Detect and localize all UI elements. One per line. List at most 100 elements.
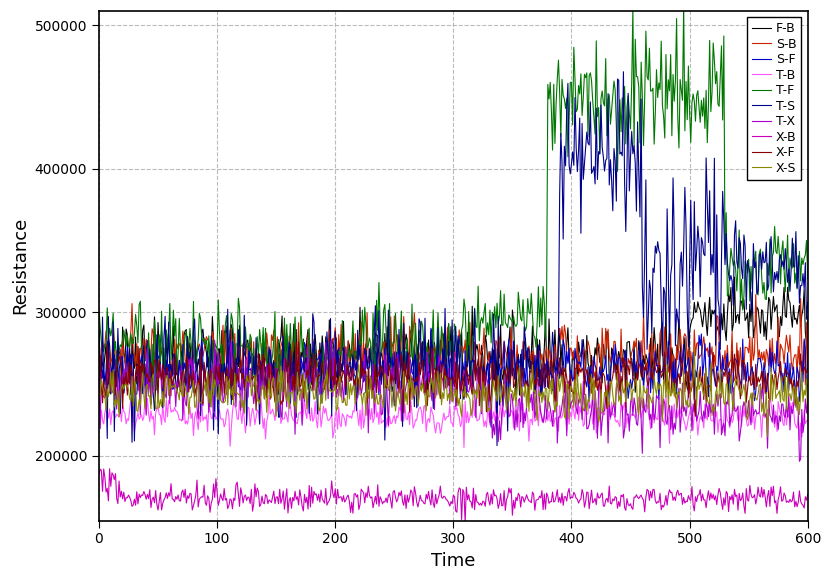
T-B (328, 435, 338, 442)
F-B (730, 274, 740, 281)
S-B (758, 357, 768, 364)
S-B (659, 353, 669, 360)
X-B (140, 491, 150, 498)
X-F (660, 349, 670, 356)
T-X (94, 374, 104, 381)
T-B (758, 411, 768, 418)
Line: S-B: S-B (99, 295, 808, 398)
X-B (227, 505, 237, 512)
T-X (327, 336, 337, 343)
T-F (141, 397, 151, 404)
T-F (227, 316, 237, 323)
X-S (328, 387, 338, 394)
T-B (783, 411, 793, 418)
Line: T-X: T-X (99, 340, 808, 461)
T-B (94, 401, 104, 408)
Line: T-F: T-F (99, 6, 808, 401)
T-F (803, 275, 813, 282)
T-S (661, 322, 671, 329)
X-F (758, 385, 768, 392)
T-F (783, 232, 793, 239)
T-F (139, 372, 149, 379)
S-B (750, 291, 760, 298)
S-F (426, 325, 436, 332)
S-F (803, 382, 813, 389)
X-S (139, 392, 149, 399)
X-S (803, 411, 813, 418)
F-B (139, 322, 149, 329)
T-S (94, 390, 104, 397)
T-S (783, 279, 793, 286)
Line: X-F: X-F (99, 342, 808, 416)
T-X (795, 458, 805, 465)
T-X (139, 371, 149, 378)
Line: S-F: S-F (99, 328, 808, 417)
Legend: F-B, S-B, S-F, T-B, T-F, T-S, T-X, X-B, X-F, X-S: F-B, S-B, S-F, T-B, T-F, T-S, T-X, X-B, … (747, 17, 801, 180)
S-F (210, 413, 220, 420)
T-F (679, 2, 689, 9)
S-F (758, 377, 768, 384)
T-X (756, 396, 766, 403)
X-F (294, 338, 304, 345)
X-S (690, 346, 700, 353)
Line: X-S: X-S (99, 349, 808, 436)
T-B (803, 417, 813, 424)
S-F (783, 349, 793, 356)
T-X (803, 396, 813, 403)
F-B (226, 321, 236, 328)
X-S (783, 372, 793, 379)
T-S (492, 442, 502, 449)
S-F (329, 380, 339, 387)
X-B (460, 519, 470, 526)
S-F (139, 364, 149, 371)
F-B (94, 323, 104, 330)
S-F (661, 377, 671, 384)
X-F (94, 374, 104, 381)
T-B (459, 444, 469, 451)
T-F (758, 290, 768, 297)
X-F (139, 360, 149, 367)
X-S (763, 433, 773, 440)
T-S (226, 401, 236, 408)
Line: T-B: T-B (99, 385, 808, 447)
T-X (781, 401, 791, 408)
S-B (328, 335, 338, 342)
F-B (423, 392, 433, 399)
T-S (139, 342, 149, 349)
T-X (226, 338, 236, 345)
T-F (94, 305, 104, 312)
Y-axis label: Resistance: Resistance (11, 217, 29, 314)
S-B (94, 352, 104, 358)
X-B (94, 472, 104, 479)
X-B (803, 491, 813, 498)
Line: X-B: X-B (99, 469, 808, 523)
T-S (328, 349, 338, 356)
T-S (758, 248, 768, 255)
T-B (602, 382, 612, 389)
T-F (660, 135, 670, 142)
S-B (783, 341, 793, 348)
X-F (329, 384, 339, 391)
X-axis label: Time: Time (431, 552, 476, 570)
X-B (758, 494, 768, 501)
F-B (783, 284, 793, 291)
S-B (139, 335, 149, 342)
X-B (783, 498, 793, 505)
S-B (226, 325, 236, 332)
X-B (329, 494, 339, 501)
T-B (226, 425, 236, 432)
X-S (756, 408, 766, 415)
T-B (661, 392, 671, 399)
F-B (328, 336, 338, 343)
X-S (659, 376, 669, 383)
X-F (226, 364, 236, 371)
T-X (660, 400, 670, 407)
S-B (803, 364, 813, 371)
X-B (105, 465, 115, 472)
X-S (226, 391, 236, 398)
S-B (671, 394, 681, 401)
X-S (94, 389, 104, 396)
X-B (661, 492, 671, 499)
X-F (783, 371, 793, 378)
T-S (618, 69, 628, 76)
